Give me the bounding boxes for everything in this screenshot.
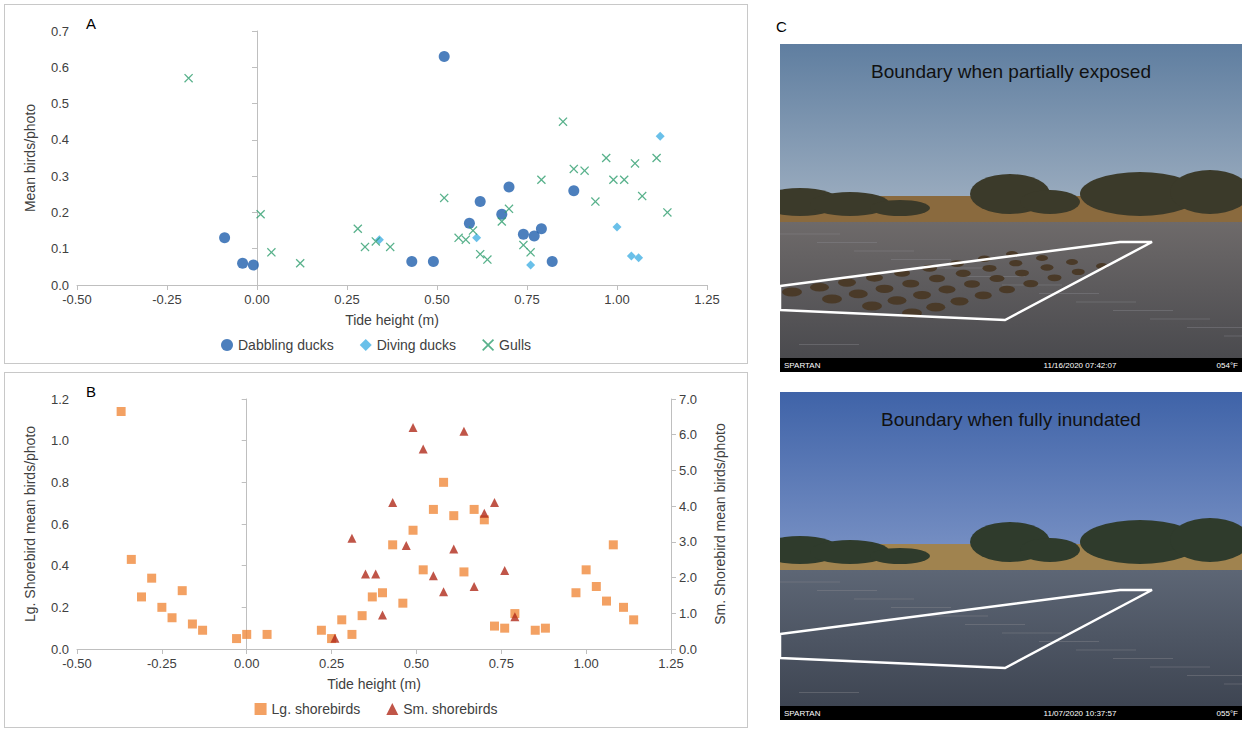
- svg-text:0.4: 0.4: [51, 132, 69, 147]
- svg-text:SPARTAN: SPARTAN: [784, 709, 821, 718]
- svg-text:0.75: 0.75: [489, 656, 514, 671]
- svg-text:1.0: 1.0: [51, 433, 69, 448]
- svg-text:0.00: 0.00: [234, 656, 259, 671]
- svg-text:1.25: 1.25: [694, 292, 719, 307]
- svg-text:-0.50: -0.50: [62, 656, 92, 671]
- svg-text:3.0: 3.0: [679, 534, 697, 549]
- svg-text:0.6: 0.6: [51, 60, 69, 75]
- svg-text:Diving ducks: Diving ducks: [377, 337, 456, 353]
- svg-text:-0.25: -0.25: [152, 292, 182, 307]
- svg-text:Boundary when partially expose: Boundary when partially exposed: [871, 61, 1151, 82]
- svg-text:0.25: 0.25: [334, 292, 359, 307]
- svg-text:11/07/2020 10:37:57: 11/07/2020 10:37:57: [1044, 709, 1117, 718]
- svg-text:4.0: 4.0: [679, 499, 697, 514]
- svg-text:-0.25: -0.25: [147, 656, 177, 671]
- svg-text:5.0: 5.0: [679, 463, 697, 478]
- svg-text:0.0: 0.0: [51, 642, 69, 657]
- svg-text:Gulls: Gulls: [499, 337, 531, 353]
- svg-text:1.00: 1.00: [604, 292, 629, 307]
- svg-text:1.2: 1.2: [51, 392, 69, 407]
- svg-text:Mean birds/photo: Mean birds/photo: [22, 104, 38, 212]
- svg-text:0.4: 0.4: [51, 558, 69, 573]
- svg-text:0.00: 0.00: [244, 292, 269, 307]
- html-text:C: C: [776, 18, 787, 35]
- svg-text:0.50: 0.50: [424, 292, 449, 307]
- svg-text:0.8: 0.8: [51, 475, 69, 490]
- svg-text:6.0: 6.0: [679, 427, 697, 442]
- svg-text:055°F: 055°F: [1217, 709, 1239, 718]
- svg-text:7.0: 7.0: [679, 392, 697, 407]
- svg-text:-0.50: -0.50: [62, 292, 92, 307]
- svg-text:1.0: 1.0: [679, 606, 697, 621]
- svg-text:1.25: 1.25: [658, 656, 683, 671]
- svg-text:Boundary when fully inundated: Boundary when fully inundated: [881, 409, 1141, 430]
- svg-text:Tide height (m): Tide height (m): [327, 676, 421, 692]
- svg-text:2.0: 2.0: [679, 570, 697, 585]
- svg-text:Sm. shorebirds: Sm. shorebirds: [403, 701, 497, 717]
- svg-text:054°F: 054°F: [1217, 361, 1239, 370]
- svg-text:Dabbling ducks: Dabbling ducks: [238, 337, 334, 353]
- svg-text:0.50: 0.50: [404, 656, 429, 671]
- svg-text:0.0: 0.0: [679, 642, 697, 657]
- svg-text:0.1: 0.1: [51, 241, 69, 256]
- svg-text:Lg. shorebirds: Lg. shorebirds: [272, 701, 361, 717]
- svg-text:0.2: 0.2: [51, 600, 69, 615]
- svg-text:1.00: 1.00: [573, 656, 598, 671]
- svg-text:0.0: 0.0: [51, 278, 69, 293]
- svg-text:0.5: 0.5: [51, 96, 69, 111]
- svg-text:0.2: 0.2: [51, 205, 69, 220]
- svg-text:0.7: 0.7: [51, 24, 69, 39]
- svg-text:Lg. Shorebird mean birds/photo: Lg. Shorebird mean birds/photo: [22, 426, 38, 622]
- svg-text:0.75: 0.75: [514, 292, 539, 307]
- svg-text:SPARTAN: SPARTAN: [784, 361, 821, 370]
- svg-text:0.25: 0.25: [319, 656, 344, 671]
- svg-text:Tide height (m): Tide height (m): [345, 312, 439, 328]
- svg-text:0.3: 0.3: [51, 169, 69, 184]
- svg-text:Sm. Shorebird mean birds/photo: Sm. Shorebird mean birds/photo: [712, 423, 728, 625]
- svg-text:0.6: 0.6: [51, 517, 69, 532]
- svg-text:A: A: [86, 15, 96, 32]
- svg-text:11/16/2020 07:42:07: 11/16/2020 07:42:07: [1044, 361, 1117, 370]
- svg-text:B: B: [86, 383, 96, 400]
